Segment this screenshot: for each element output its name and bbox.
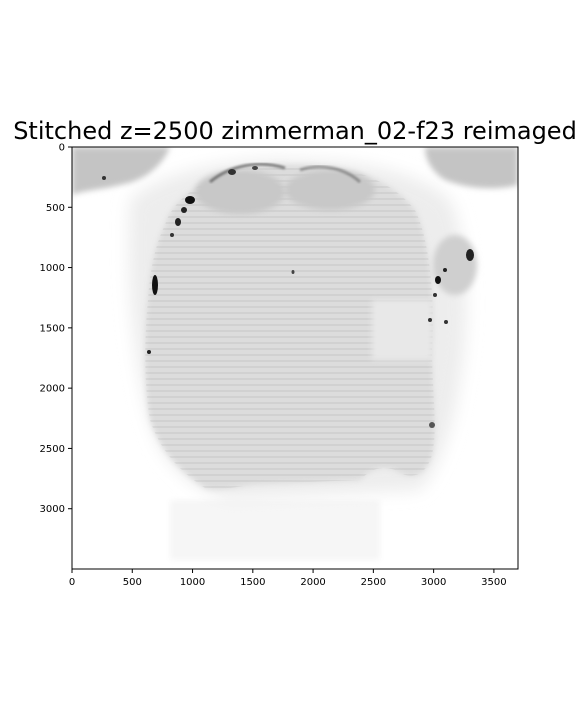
- x-tick-label: 2000: [300, 577, 325, 588]
- x-tick-label: 1000: [180, 577, 205, 588]
- y-tick-label: 1500: [40, 323, 65, 334]
- x-tick-label: 3500: [481, 577, 506, 588]
- y-tick-label: 500: [46, 203, 65, 214]
- axes-frame: [71, 146, 519, 570]
- y-tick-label: 2500: [40, 444, 65, 455]
- x-axis: 0 500 1000 1500 2000 2500 3000 3500: [69, 569, 507, 588]
- y-axis: 0 500 1000 1500 2000 2500 3000: [40, 143, 72, 515]
- x-tick-label: 1500: [240, 577, 265, 588]
- y-tick-label: 1000: [40, 263, 65, 274]
- x-tick-label: 2500: [361, 577, 386, 588]
- y-tick-label: 0: [59, 143, 65, 154]
- y-tick-label: 2000: [40, 384, 65, 395]
- figure-title: Stitched z=2500 zimmerman_02-f23 reimage…: [13, 117, 576, 145]
- x-tick-label: 0: [69, 577, 75, 588]
- microscopy-image: [72, 147, 518, 569]
- x-tick-label: 3000: [421, 577, 446, 588]
- x-tick-label: 500: [123, 577, 142, 588]
- y-tick-label: 3000: [40, 504, 65, 515]
